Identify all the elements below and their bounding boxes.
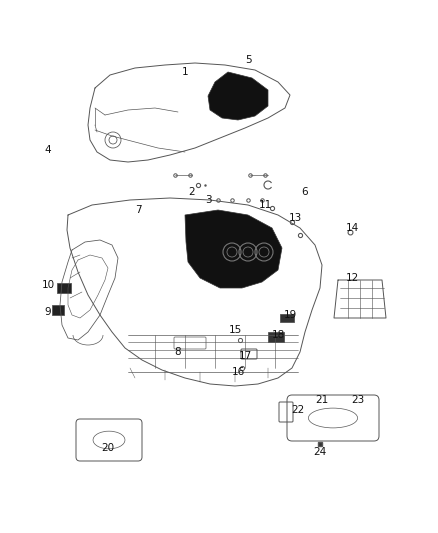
Text: 19: 19 (283, 310, 297, 320)
Bar (52, 305, 64, 315)
Bar (57, 283, 71, 293)
Text: 21: 21 (315, 395, 328, 405)
Bar (268, 332, 284, 342)
Text: 3: 3 (205, 195, 211, 205)
Text: 14: 14 (346, 223, 359, 233)
Text: 8: 8 (175, 347, 181, 357)
Text: 23: 23 (351, 395, 364, 405)
Text: 7: 7 (135, 205, 141, 215)
Text: 20: 20 (102, 443, 115, 453)
Text: 18: 18 (272, 330, 285, 340)
Text: 17: 17 (238, 351, 251, 361)
Text: 22: 22 (291, 405, 304, 415)
Text: 5: 5 (245, 55, 251, 65)
Text: 6: 6 (302, 187, 308, 197)
Text: 11: 11 (258, 200, 272, 210)
Text: 13: 13 (288, 213, 302, 223)
Polygon shape (185, 210, 282, 288)
Text: 12: 12 (346, 273, 359, 283)
Text: 16: 16 (231, 367, 245, 377)
Text: 24: 24 (313, 447, 327, 457)
Text: 10: 10 (42, 280, 55, 290)
Text: 15: 15 (228, 325, 242, 335)
Bar (280, 314, 294, 322)
Text: 9: 9 (45, 307, 51, 317)
Text: 2: 2 (189, 187, 195, 197)
Text: 1: 1 (182, 67, 188, 77)
Polygon shape (208, 72, 268, 120)
Text: 4: 4 (45, 145, 51, 155)
